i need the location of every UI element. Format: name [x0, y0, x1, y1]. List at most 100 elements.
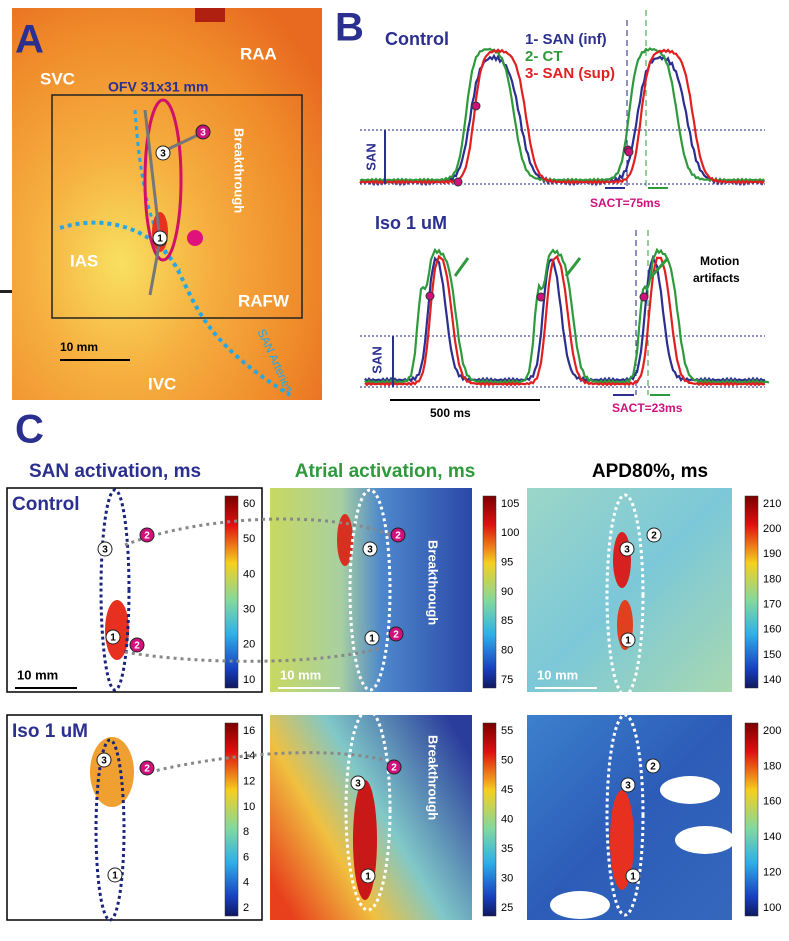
- san-outline: [94, 738, 126, 922]
- colorbar-tick-label: 10: [243, 801, 255, 813]
- masked-area: [660, 776, 720, 804]
- conduction-path: [124, 646, 381, 663]
- artifact-arrow: [453, 257, 470, 277]
- breakthrough-label: Breakthrough: [232, 128, 247, 213]
- site-marker: [619, 541, 635, 557]
- colorbar-tick-label: 100: [763, 902, 781, 914]
- axis-label: SAN: [369, 346, 384, 373]
- site-number: 2: [651, 531, 657, 542]
- colorbar-tick-label: 10: [243, 674, 255, 686]
- activation-map: [6, 487, 263, 693]
- san-spot: [90, 737, 134, 807]
- colorbar-tick-label: 100: [501, 527, 519, 539]
- colorbar-tick-label: 85: [501, 615, 513, 627]
- colorbar-tick-label: 210: [763, 498, 781, 510]
- site-number: 2: [393, 630, 399, 641]
- site-number: 3: [200, 128, 206, 139]
- site-number: 3: [625, 781, 631, 792]
- colorbar-tick-label: 45: [501, 784, 513, 796]
- sact-label: SACT=23ms: [612, 401, 683, 415]
- site-number: 2: [395, 531, 401, 542]
- map-feature: [613, 532, 631, 588]
- site-marker: [96, 752, 112, 768]
- colorbar-tick-label: 90: [501, 586, 513, 598]
- site-marker: [107, 867, 123, 883]
- site-marker: [152, 230, 168, 246]
- colorbar-tick-label: 75: [501, 674, 513, 686]
- region-label: IVC: [148, 374, 176, 393]
- san-outline: [605, 713, 645, 917]
- activation-map: [6, 714, 263, 921]
- column-header: APD80%, ms: [592, 461, 708, 482]
- site-number: 3: [367, 545, 373, 556]
- site-number: 1: [112, 871, 118, 882]
- scale-label: 500 ms: [430, 406, 471, 420]
- ofv-label: OFV 31x31 mm: [108, 79, 208, 95]
- site-marker: [105, 629, 121, 645]
- colorbar-tick-label: 180: [763, 573, 781, 585]
- colorbar-tick-label: 140: [763, 674, 781, 686]
- map-feature: [337, 514, 353, 566]
- site-number: 2: [391, 763, 397, 774]
- site-marker: [645, 758, 661, 774]
- site-marker: [97, 541, 113, 557]
- colorbar-tick-label: 170: [763, 598, 781, 610]
- colorbar-tick-label: 200: [763, 523, 781, 535]
- colorbar-tick-label: 8: [243, 826, 249, 838]
- panel-label: B: [335, 6, 364, 50]
- san-artery: [133, 109, 182, 272]
- colorbar: [482, 495, 497, 689]
- arrow: [148, 239, 162, 296]
- site-marker: [625, 868, 641, 884]
- activation-dot: [453, 177, 463, 187]
- photo-detail: [195, 8, 225, 22]
- site-number: 1: [365, 872, 371, 883]
- colorbar-tick-label: 40: [243, 568, 255, 580]
- breakthrough-dot: [187, 230, 203, 246]
- san-outline: [99, 488, 131, 692]
- colorbar-tick-label: 55: [501, 725, 513, 737]
- site-number: 1: [630, 872, 636, 883]
- san-outline: [605, 493, 645, 697]
- masked-area: [550, 891, 610, 919]
- site-number: 3: [160, 149, 166, 160]
- colorbar-tick-label: 150: [763, 649, 781, 661]
- colorbar-tick-label: 30: [501, 872, 513, 884]
- site-marker: [362, 541, 378, 557]
- colorbar-tick-label: 30: [243, 604, 255, 616]
- colorbar-tick-label: 60: [243, 498, 255, 510]
- site-number: 1: [369, 634, 375, 645]
- scale-label: 10 mm: [60, 340, 98, 354]
- site-number: 3: [101, 756, 107, 767]
- region-label: RAFW: [238, 291, 290, 310]
- san-outline: [344, 708, 392, 912]
- artifact-arrow: [648, 256, 670, 280]
- site-marker: [195, 124, 211, 140]
- site-number: 3: [624, 545, 630, 556]
- colorbar-tick-label: 4: [243, 877, 249, 889]
- site-marker: [620, 632, 636, 648]
- san-outline: [143, 98, 183, 262]
- site-number: 1: [625, 636, 631, 647]
- colorbar-tick-label: 190: [763, 548, 781, 560]
- region-label: RAA: [240, 44, 277, 63]
- site-marker: [139, 527, 155, 543]
- colorbar: [224, 495, 239, 689]
- site-number: 1: [110, 633, 116, 644]
- colorbar: [744, 722, 759, 917]
- colorbar: [224, 722, 239, 917]
- row-label: Iso 1 uM: [12, 721, 88, 742]
- arrow: [143, 109, 162, 241]
- activation-dot: [425, 291, 435, 301]
- scale-label: 10 mm: [280, 667, 321, 682]
- site-number: 1: [157, 234, 163, 245]
- site-marker: [139, 760, 155, 776]
- legend-entry: 1- SAN (inf): [525, 31, 607, 48]
- colorbar-tick-label: 80: [501, 645, 513, 657]
- colorbar-tick-label: 2: [243, 902, 249, 914]
- activation-map: [527, 488, 732, 692]
- site-number: 2: [650, 762, 656, 773]
- annotation: artifacts: [693, 271, 740, 285]
- activation-dot: [639, 292, 649, 302]
- san-spot: [105, 600, 129, 660]
